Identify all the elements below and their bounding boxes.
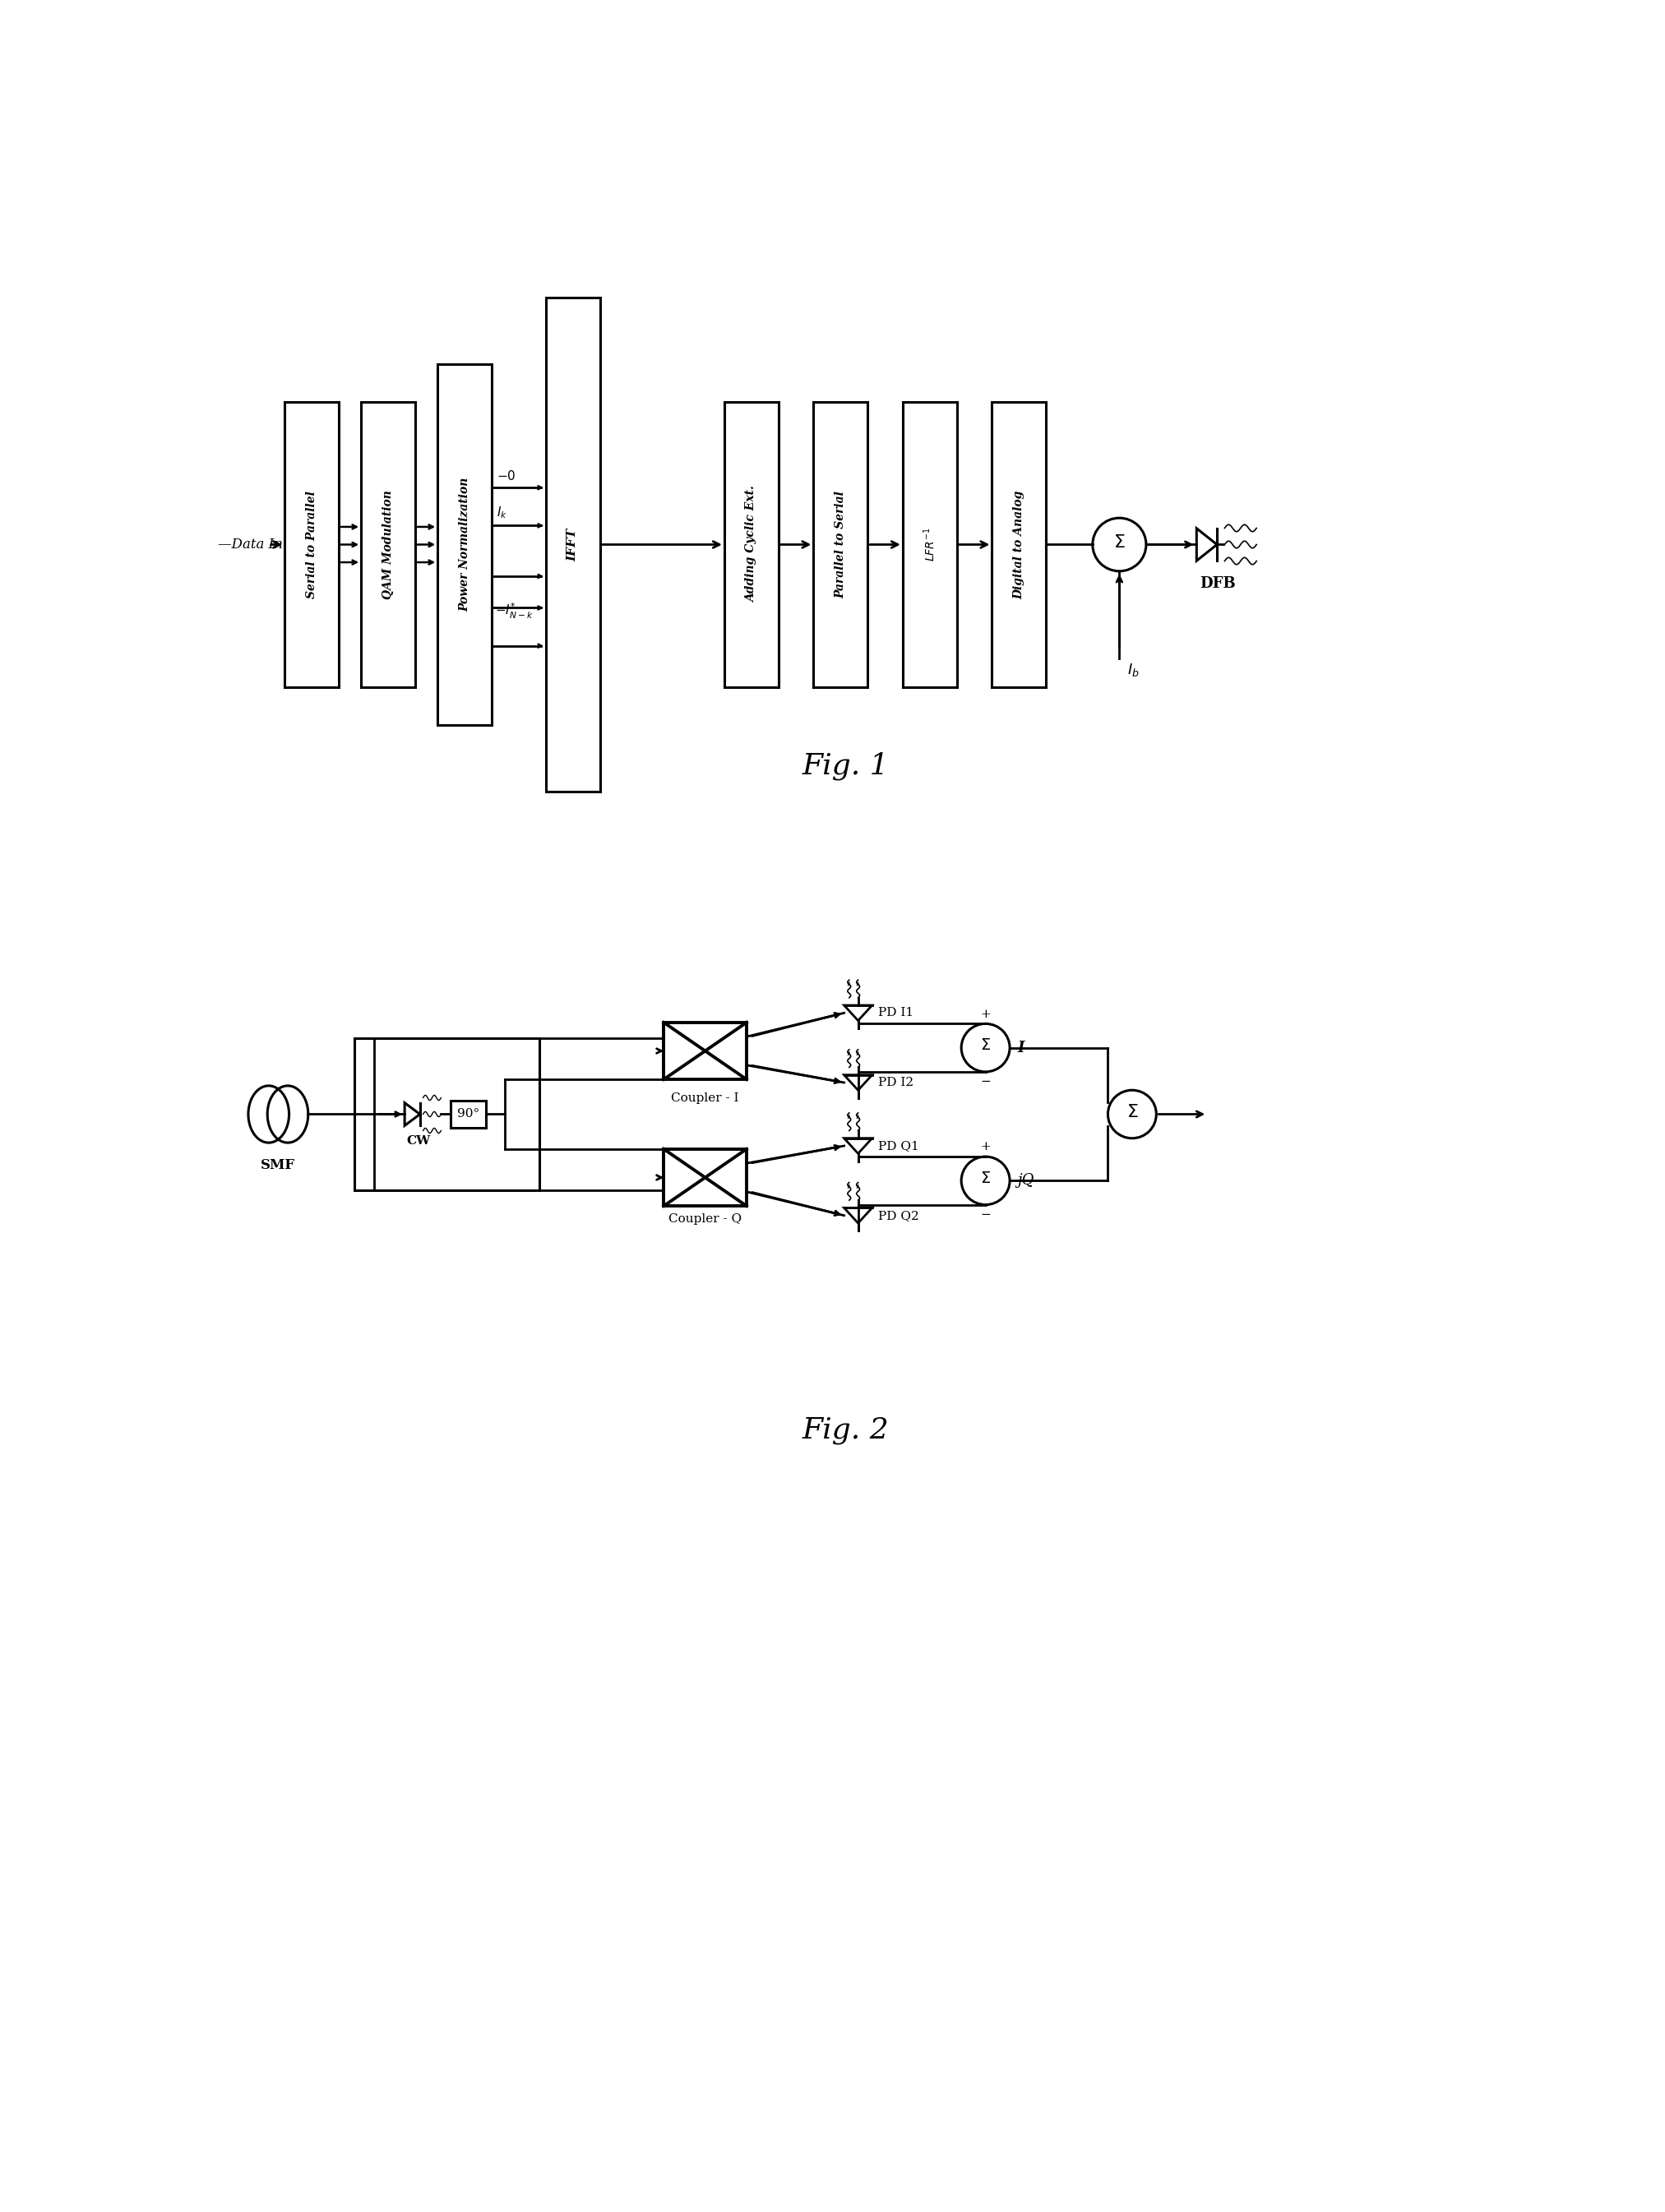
Bar [814, 403, 867, 688]
Text: +: + [981, 1141, 991, 1152]
Bar [451, 1102, 486, 1128]
Text: $-$: $-$ [981, 1075, 991, 1086]
Polygon shape [844, 1139, 872, 1152]
Circle shape [1107, 1091, 1156, 1139]
Text: Coupler - Q: Coupler - Q [669, 1214, 743, 1225]
Text: Serial to Parallel: Serial to Parallel [306, 491, 318, 599]
Text: I: I [1017, 1040, 1024, 1055]
Polygon shape [844, 1075, 872, 1091]
Text: jQ: jQ [1017, 1172, 1034, 1188]
Text: DFB: DFB [1200, 577, 1235, 591]
Text: PD Q2: PD Q2 [879, 1210, 919, 1221]
Circle shape [961, 1024, 1009, 1073]
Text: $I_b$: $I_b$ [1127, 661, 1139, 679]
Text: $-0$: $-0$ [496, 469, 516, 482]
Bar [724, 403, 779, 688]
Bar [992, 403, 1046, 688]
Circle shape [1092, 518, 1146, 571]
Text: Parallel to Serial: Parallel to Serial [834, 491, 846, 599]
Bar [546, 299, 599, 792]
Polygon shape [405, 1104, 420, 1126]
Bar [285, 403, 338, 688]
Bar [664, 1148, 746, 1206]
Text: QAM Modulation: QAM Modulation [383, 489, 395, 599]
Text: $\Sigma$: $\Sigma$ [1114, 533, 1126, 551]
Text: $\Sigma$: $\Sigma$ [1126, 1104, 1139, 1121]
Text: $I_k$: $I_k$ [496, 504, 508, 520]
Text: IFFT: IFFT [568, 529, 579, 562]
Bar [361, 403, 415, 688]
Circle shape [961, 1157, 1009, 1206]
Text: $-$: $-$ [981, 1208, 991, 1219]
Text: Digital to Analog: Digital to Analog [1014, 491, 1024, 599]
Text: +: + [981, 1009, 991, 1020]
Text: Fig. 2: Fig. 2 [803, 1416, 889, 1444]
Polygon shape [1197, 529, 1217, 562]
Text: $-I_{N-k}^{*}$: $-I_{N-k}^{*}$ [495, 602, 533, 622]
Text: CW: CW [406, 1135, 431, 1146]
Text: $\Sigma$: $\Sigma$ [981, 1037, 991, 1053]
Text: 90°: 90° [456, 1108, 480, 1119]
Polygon shape [844, 1004, 872, 1020]
Text: Coupler - I: Coupler - I [671, 1093, 739, 1104]
Bar [902, 403, 957, 688]
Text: $LFR^{-1}$: $LFR^{-1}$ [922, 526, 937, 562]
Polygon shape [844, 1208, 872, 1223]
Text: SMF: SMF [261, 1159, 296, 1172]
Text: PD I2: PD I2 [879, 1077, 914, 1088]
Text: $\Sigma$: $\Sigma$ [981, 1172, 991, 1186]
Bar [664, 1022, 746, 1079]
Text: Power Normalization: Power Normalization [460, 478, 471, 613]
Bar [438, 365, 491, 726]
Text: PD Q1: PD Q1 [879, 1139, 919, 1152]
Text: Adding Cyclic Ext.: Adding Cyclic Ext. [746, 487, 758, 604]
Bar [355, 1037, 539, 1190]
Text: —Data In: —Data In [218, 538, 283, 551]
Text: PD I1: PD I1 [879, 1006, 914, 1020]
Text: Fig. 1: Fig. 1 [803, 752, 889, 781]
